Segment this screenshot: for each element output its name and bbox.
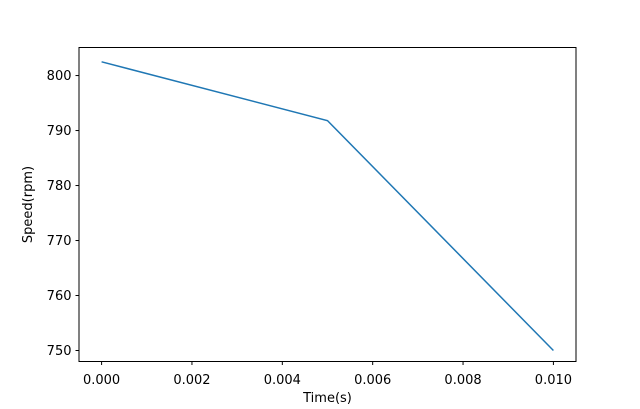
data-line-speed <box>101 61 554 352</box>
y-tick-label: 790 <box>47 124 72 139</box>
x-axis-label: Time(s) <box>302 391 352 406</box>
axes-frame <box>78 47 577 362</box>
x-tick-label: 0.010 <box>535 373 572 388</box>
y-axis-label: Speed(rpm) <box>21 166 36 243</box>
x-tick-label: 0.002 <box>173 373 210 388</box>
y-tick-label: 780 <box>47 179 72 194</box>
x-axis: 0.000 0.002 0.004 0.006 0.008 0.010 <box>83 361 572 388</box>
x-tick-label: 0.006 <box>354 373 391 388</box>
y-tick-label: 800 <box>47 69 72 84</box>
y-tick-label: 760 <box>47 289 72 304</box>
y-axis: 750 760 770 780 790 800 <box>47 69 79 359</box>
x-tick-label: 0.004 <box>264 373 301 388</box>
x-tick-label: 0.000 <box>83 373 120 388</box>
y-tick-label: 750 <box>47 344 72 359</box>
plot-area <box>79 47 576 362</box>
x-tick-label: 0.008 <box>444 373 481 388</box>
y-tick-label: 770 <box>47 234 72 249</box>
